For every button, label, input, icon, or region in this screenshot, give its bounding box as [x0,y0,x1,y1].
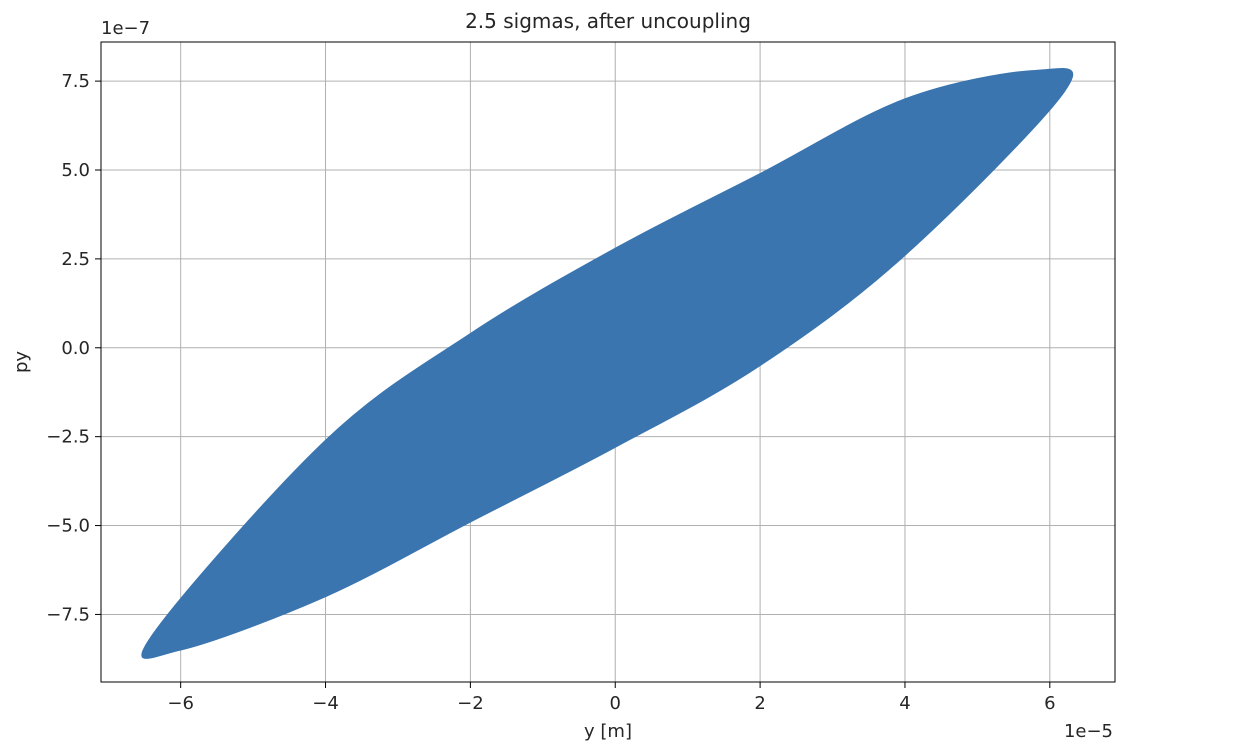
x-tick-label: 2 [754,693,765,714]
x-tick-label: 6 [1044,693,1055,714]
ellipse-scatter-series [141,68,1074,659]
plot-area [141,68,1074,659]
x-offset-text: 1e−5 [1064,721,1113,742]
axes-frame [100,41,1116,683]
x-tick-label: 0 [610,693,621,714]
y-axis-label: py [11,351,32,373]
ticks: −6 −4 −2 0 2 4 6 −7.5 −5.0 −2.5 0.0 2.5 5.0 7.5 [46,71,1055,714]
x-tick-label: −6 [167,693,194,714]
y-tick-label: 0.0 [61,338,90,359]
x-tick-label: −4 [312,693,339,714]
y-tick-label: −7.5 [46,604,90,625]
x-tick-label: 4 [899,693,910,714]
y-tick-label: 7.5 [61,71,90,92]
y-tick-label: −2.5 [46,427,90,448]
y-tick-label: −5.0 [46,516,90,537]
x-axis-label: y [m] [584,721,632,742]
chart-title: 2.5 sigmas, after uncoupling [465,9,751,33]
y-offset-text: 1e−7 [101,18,150,39]
y-tick-label: 2.5 [61,249,90,270]
y-tick-label: 5.0 [61,160,90,181]
x-tick-label: −2 [457,693,484,714]
